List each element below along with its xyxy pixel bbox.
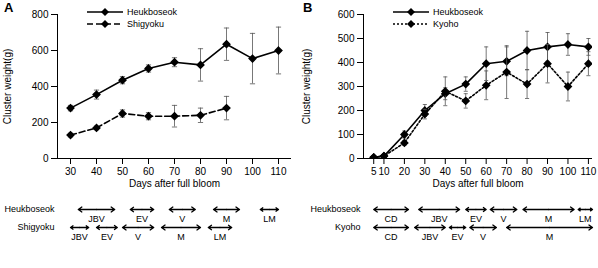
- svg-text:80: 80: [522, 166, 534, 177]
- svg-text:LM: LM: [263, 214, 276, 224]
- svg-text:JBV: JBV: [422, 232, 439, 242]
- svg-text:0: 0: [349, 153, 355, 164]
- svg-text:LM: LM: [214, 232, 227, 242]
- svg-text:10: 10: [378, 166, 390, 177]
- svg-text:100: 100: [560, 166, 577, 177]
- html-text:A: A: [4, 0, 14, 15]
- svg-text:JBV: JBV: [88, 214, 105, 224]
- svg-text:60: 60: [143, 166, 155, 177]
- svg-text:M: M: [223, 214, 231, 224]
- svg-text:300: 300: [338, 81, 355, 92]
- svg-text:40: 40: [91, 166, 103, 177]
- svg-text:Days after full bloom: Days after full bloom: [129, 178, 220, 189]
- svg-text:100: 100: [244, 166, 261, 177]
- svg-text:50: 50: [460, 166, 472, 177]
- svg-text:90: 90: [542, 166, 554, 177]
- svg-text:500: 500: [338, 33, 355, 44]
- svg-text:5: 5: [371, 166, 377, 177]
- svg-text:Cluster weight(g): Cluster weight(g): [2, 49, 13, 125]
- svg-text:Shigyoku: Shigyoku: [17, 222, 54, 232]
- svg-text:JBV: JBV: [431, 214, 448, 224]
- svg-text:V: V: [480, 232, 486, 242]
- svg-text:V: V: [179, 214, 185, 224]
- svg-text:60: 60: [481, 166, 493, 177]
- html-text:Kyoho: Kyoho: [433, 19, 459, 29]
- svg-text:110: 110: [580, 166, 596, 177]
- svg-text:EV: EV: [452, 232, 464, 242]
- svg-text:600: 600: [32, 45, 49, 56]
- svg-text:40: 40: [440, 166, 452, 177]
- svg-text:Kyoho: Kyoho: [335, 222, 361, 232]
- svg-text:M: M: [177, 232, 185, 242]
- svg-text:20: 20: [399, 166, 411, 177]
- svg-text:30: 30: [65, 166, 77, 177]
- svg-text:EV: EV: [136, 214, 148, 224]
- svg-text:LM: LM: [579, 214, 592, 224]
- html-text:Shigyoku: Shigyoku: [127, 19, 164, 29]
- svg-text:M: M: [546, 232, 554, 242]
- svg-text:CD: CD: [385, 232, 398, 242]
- svg-text:V: V: [135, 232, 141, 242]
- svg-text:EV: EV: [101, 232, 113, 242]
- svg-text:Days after full bloom: Days after full bloom: [432, 178, 523, 189]
- svg-text:400: 400: [32, 81, 49, 92]
- svg-text:800: 800: [32, 9, 49, 20]
- svg-text:Cluster weight(g): Cluster weight(g): [301, 49, 312, 125]
- svg-text:30: 30: [419, 166, 431, 177]
- svg-text:200: 200: [338, 105, 355, 116]
- svg-text:CD: CD: [385, 214, 398, 224]
- svg-text:70: 70: [169, 166, 181, 177]
- html-text:B: B: [303, 0, 313, 15]
- svg-text:70: 70: [501, 166, 513, 177]
- svg-text:Heukboseok: Heukboseok: [310, 204, 361, 214]
- svg-text:Heukboseok: Heukboseok: [4, 204, 55, 214]
- svg-text:M: M: [545, 214, 553, 224]
- svg-text:JBV: JBV: [71, 232, 88, 242]
- svg-text:V: V: [501, 214, 507, 224]
- html-text:Heukboseok: Heukboseok: [433, 7, 483, 17]
- svg-text:110: 110: [271, 166, 287, 177]
- svg-text:80: 80: [195, 166, 207, 177]
- html-text:Heukboseok: Heukboseok: [127, 7, 177, 17]
- svg-text:90: 90: [221, 166, 233, 177]
- svg-text:200: 200: [32, 117, 49, 128]
- svg-text:EV: EV: [470, 214, 482, 224]
- svg-text:100: 100: [338, 129, 355, 140]
- svg-text:600: 600: [338, 9, 355, 20]
- svg-text:400: 400: [338, 57, 355, 68]
- svg-text:0: 0: [43, 153, 49, 164]
- svg-text:50: 50: [117, 166, 129, 177]
